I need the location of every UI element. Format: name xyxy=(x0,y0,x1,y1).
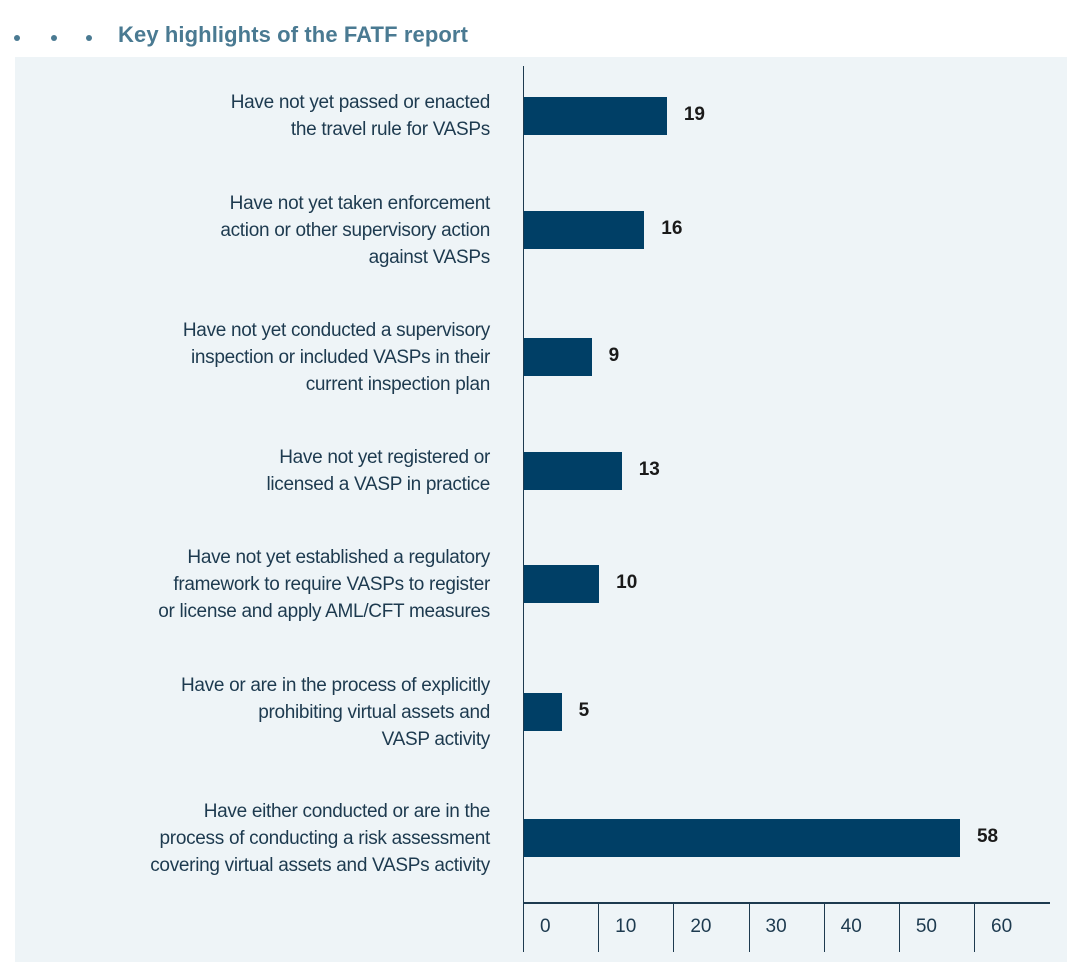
bar xyxy=(524,693,562,731)
x-tick-label: 50 xyxy=(915,916,937,937)
bar xyxy=(524,452,622,490)
x-tick xyxy=(748,902,750,952)
category-label: Have not yet taken enforcement action or… xyxy=(220,192,490,268)
category-label: Have not yet registered or licensed a VA… xyxy=(266,447,490,495)
bar xyxy=(524,97,667,135)
bullet-dot-icon xyxy=(51,35,57,41)
x-tick-label: 20 xyxy=(690,916,712,937)
data-label: 9 xyxy=(608,345,620,366)
x-axis-line xyxy=(523,902,1050,904)
x-tick-label: 10 xyxy=(615,916,637,937)
x-tick-label: 30 xyxy=(765,916,787,937)
bar xyxy=(524,819,960,857)
x-tick-label: 60 xyxy=(991,916,1013,937)
data-label: 16 xyxy=(661,218,683,239)
bar xyxy=(524,338,592,376)
bullet-dot-icon xyxy=(86,35,92,41)
x-tick xyxy=(673,902,675,952)
y-axis-line xyxy=(523,66,524,952)
x-tick xyxy=(598,902,600,952)
bullet-dot-icon xyxy=(14,35,20,41)
chart-title: Key highlights of the FATF report xyxy=(118,22,468,47)
category-label: Have not yet passed or enacted the trave… xyxy=(230,92,491,140)
data-label: 19 xyxy=(683,104,705,125)
x-tick-label: 0 xyxy=(540,916,551,937)
x-tick-label: 40 xyxy=(840,916,862,937)
chart-panel xyxy=(15,57,1067,962)
data-label: 13 xyxy=(638,459,660,480)
category-label: Have either conducted or are in the proc… xyxy=(150,800,490,876)
category-label: Have not yet conducted a supervisory ins… xyxy=(182,319,490,395)
x-tick xyxy=(523,902,524,952)
bar xyxy=(524,211,645,249)
data-label: 5 xyxy=(578,700,590,721)
x-tick xyxy=(823,902,825,952)
data-label: 58 xyxy=(976,826,999,847)
chart-header: Key highlights of the FATF report xyxy=(0,10,1074,47)
category-label: Have or are in the process of explicitly… xyxy=(180,674,490,750)
category-label: Have not yet established a regulatory fr… xyxy=(158,546,490,622)
bar xyxy=(524,565,600,603)
x-tick xyxy=(898,902,900,952)
x-tick xyxy=(974,902,975,952)
data-label: 10 xyxy=(616,572,638,593)
